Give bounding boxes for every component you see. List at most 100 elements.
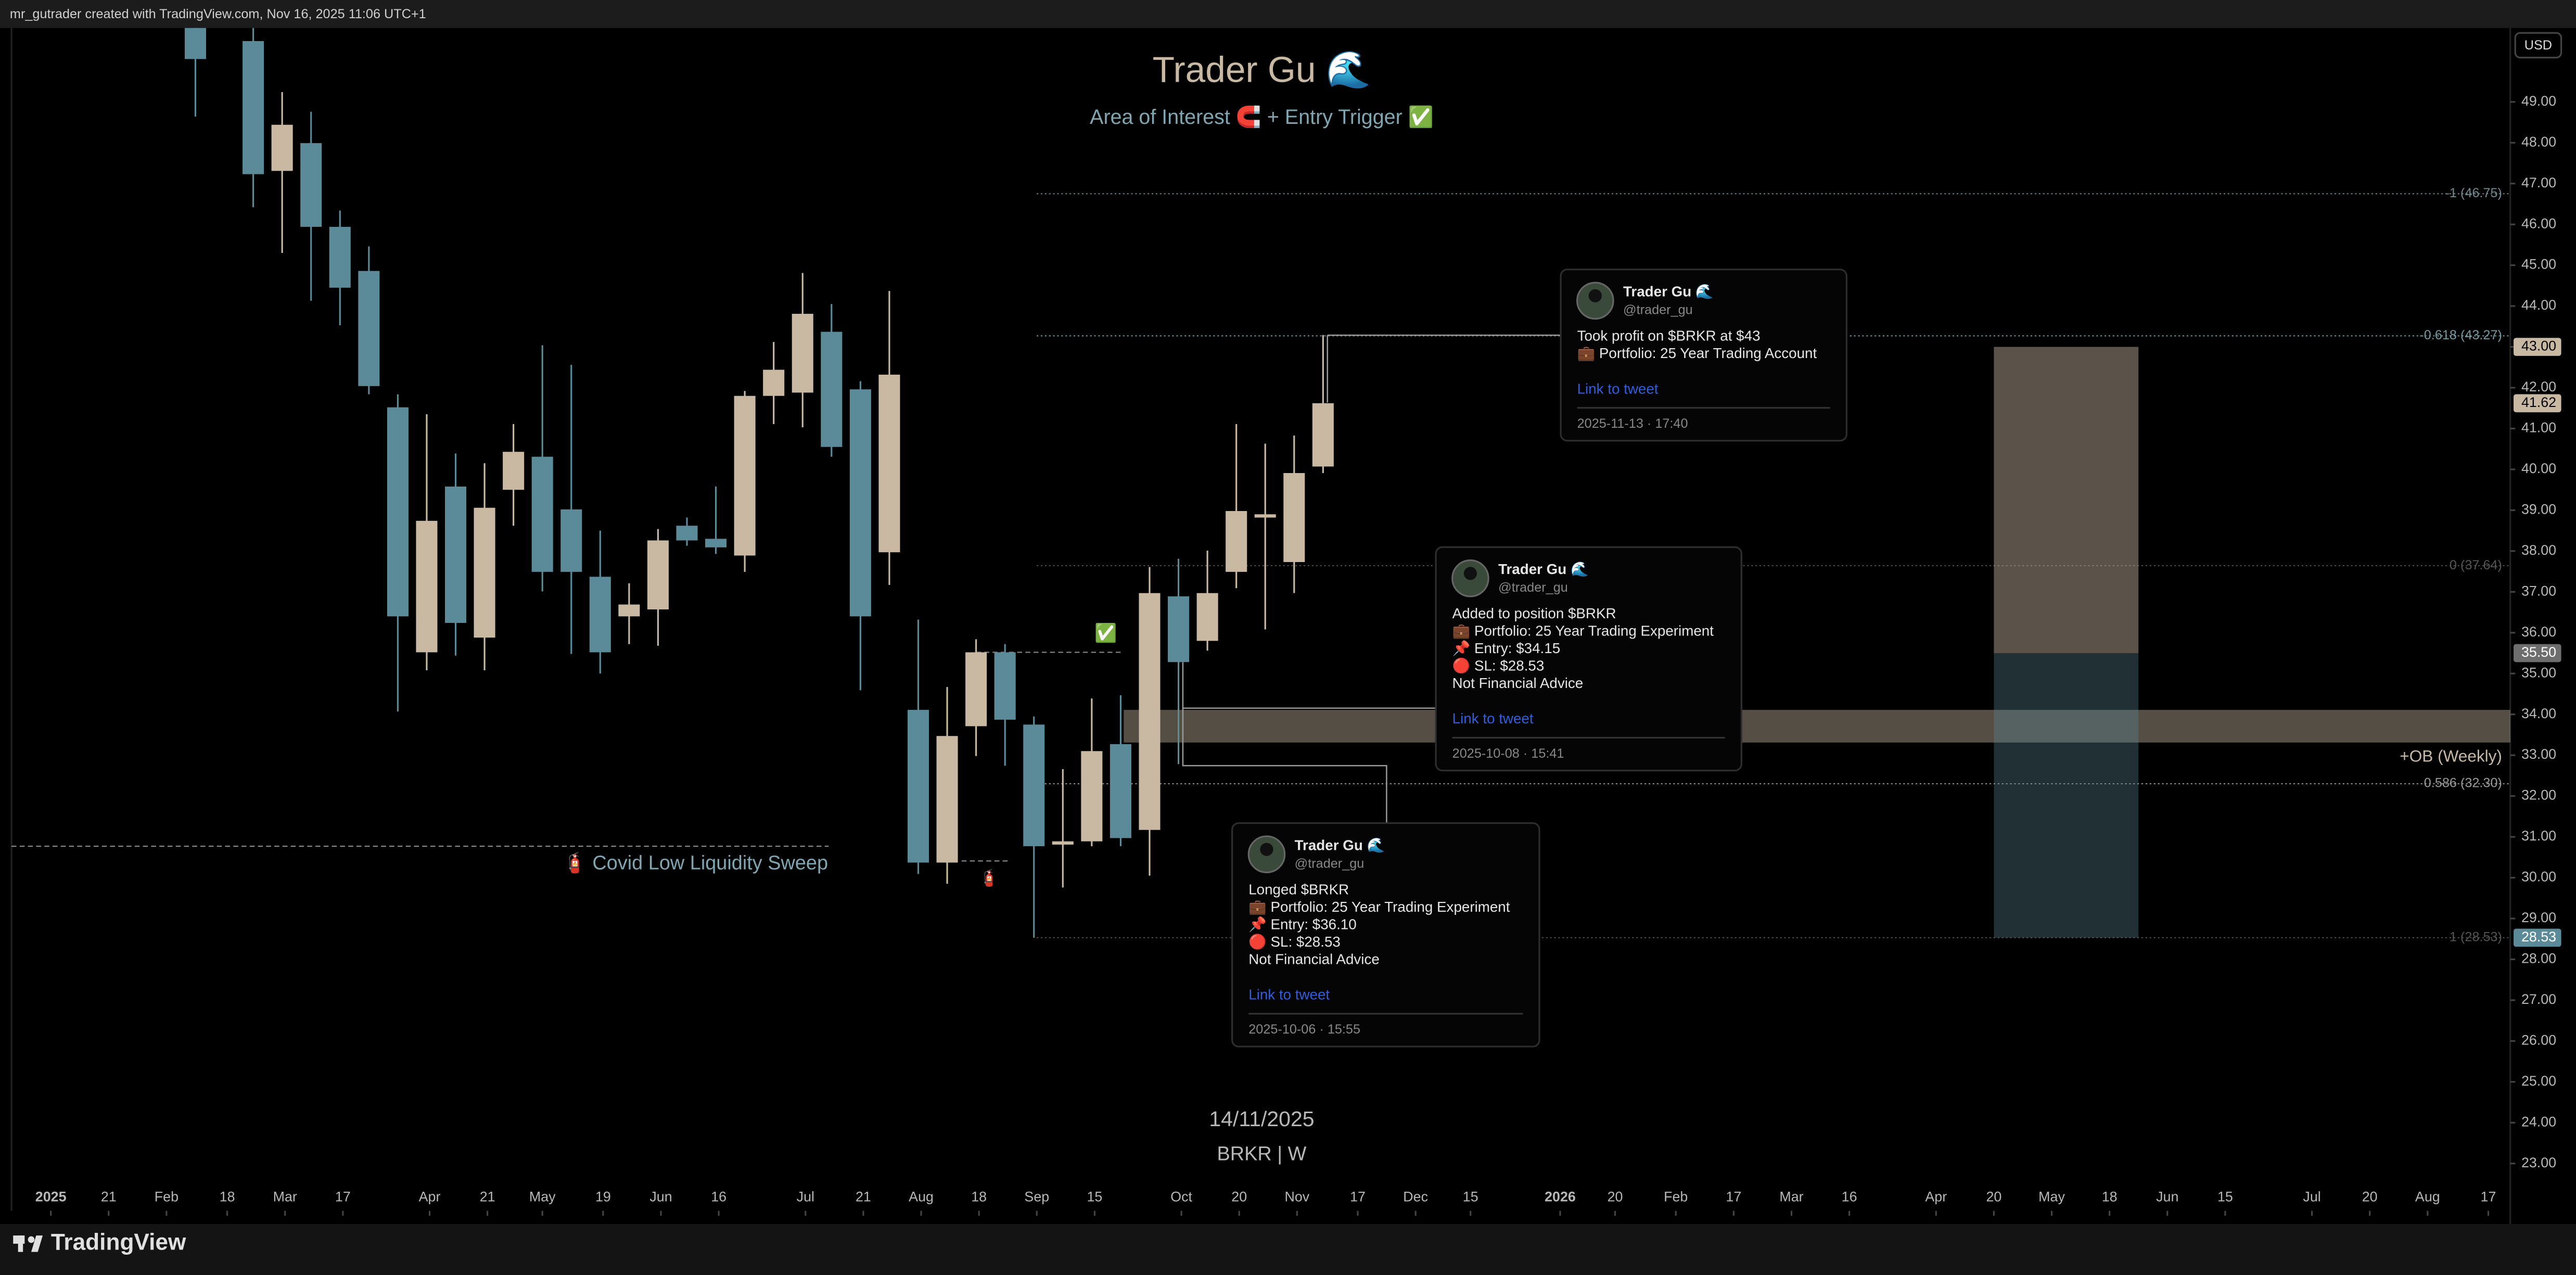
y-tick-label: 32.00 <box>2521 787 2556 803</box>
connector <box>1182 662 1387 823</box>
candle-body <box>734 396 756 556</box>
x-tick-label: May <box>529 1189 556 1205</box>
y-tick-label: 34.00 <box>2521 706 2556 721</box>
currency-box <box>2514 32 2562 59</box>
x-tick-label: Jul <box>797 1189 814 1205</box>
tweet-card <box>1231 822 1540 1048</box>
candle-body <box>676 526 698 541</box>
y-tick-label: 39.00 <box>2521 501 2556 517</box>
x-tick-label: 17 <box>2481 1189 2496 1205</box>
annotation-check: ✅ <box>1094 622 1117 643</box>
price-label: 35.50 <box>2521 644 2556 660</box>
candle-body <box>1081 751 1103 842</box>
y-tick-label: 44.00 <box>2521 297 2556 313</box>
x-tick-label: 21 <box>480 1189 495 1205</box>
y-tick-label: 25.00 <box>2521 1073 2556 1089</box>
fib-label: -1 (46.75) <box>2445 186 2502 200</box>
x-tick-label: 18 <box>971 1189 987 1205</box>
candle-body <box>907 710 929 863</box>
candle-body <box>1110 744 1131 838</box>
x-tick-label: 18 <box>220 1189 235 1205</box>
x-tick-label: Feb <box>155 1189 178 1205</box>
y-tick-label: 29.00 <box>2521 910 2556 925</box>
tweet-line: 💼 Portfolio: 25 Year Trading Experiment <box>1452 623 1714 640</box>
x-tick-label: 21 <box>101 1189 117 1205</box>
candle-body <box>618 604 640 617</box>
y-tick-label: 48.00 <box>2521 134 2556 149</box>
ob-label: +OB (Weekly) <box>2400 747 2502 766</box>
x-tick-label: 16 <box>1842 1189 1857 1205</box>
tweet-time: 2025-10-06 · 15:55 <box>1248 1022 1360 1037</box>
annotation-marker: 🧯 <box>979 868 999 887</box>
y-tick-label: 49.00 <box>2521 93 2556 109</box>
front-layer: 🧯 Covid Low Liquidity Sweep 🧯 ✅ <box>563 334 1561 887</box>
x-tick-label: 15 <box>1463 1189 1478 1205</box>
candle-body <box>184 28 206 59</box>
position-stop <box>1994 653 2139 938</box>
x-tick-label: Apr <box>1925 1189 1947 1205</box>
avatar-head <box>1588 289 1602 302</box>
y-tick-label: 28.00 <box>2521 951 2556 966</box>
watermark-date: 14/11/2025 <box>1209 1107 1314 1131</box>
candle-body <box>589 577 611 653</box>
tweet-name: Trader Gu 🌊 <box>1623 283 1713 299</box>
fib-label: -0.618 (43.27) <box>2419 328 2502 342</box>
x-tick-label: Sep <box>1024 1189 1049 1205</box>
candle-body <box>965 652 987 726</box>
candle-body <box>1226 511 1247 572</box>
candle-body <box>531 456 553 572</box>
x-tick-label: 15 <box>1087 1189 1103 1205</box>
position-target <box>1994 347 2139 654</box>
candle-body <box>416 520 438 653</box>
y-tick-label: 35.00 <box>2521 665 2556 680</box>
tweet-link[interactable]: Link to tweet <box>1452 710 1534 726</box>
y-tick-label: 24.00 <box>2521 1114 2556 1129</box>
tweet-line: Added to position $BRKR <box>1452 605 1616 621</box>
tweet-handle: @trader_gu <box>1295 856 1364 871</box>
price-label: 41.62 <box>2521 394 2556 410</box>
candle-body <box>503 452 525 490</box>
tweet-line: Not Financial Advice <box>1452 675 1584 691</box>
price-label-bg <box>2514 338 2561 356</box>
x-tick-label: Dec <box>1403 1189 1428 1205</box>
tweet-link[interactable]: Link to tweet <box>1577 380 1659 397</box>
x-tick-label: 20 <box>2362 1189 2378 1205</box>
tweet-line: Took profit on $BRKR at $43 <box>1577 328 1761 344</box>
candle-body <box>474 507 495 638</box>
axes: 23.00 24.00 25.00 26.00 27.00 28.00 29.00 30.00… <box>35 93 2561 1216</box>
avatar-head <box>1260 843 1273 856</box>
x-tick-label: 20 <box>1608 1189 1623 1205</box>
x-tick-label: May <box>2038 1189 2065 1205</box>
x-tick-label: 2026 <box>1545 1189 1576 1205</box>
footer-brand: TradingView <box>51 1230 186 1255</box>
tweet-handle: @trader_gu <box>1498 580 1568 595</box>
x-tick-label: Nov <box>1285 1189 1310 1205</box>
watermark-symbol: BRKR | W <box>1217 1143 1307 1165</box>
tweet-line: Longed $BRKR <box>1248 882 1349 898</box>
candle-body <box>1196 593 1218 641</box>
x-tick-label: Jun <box>2156 1189 2178 1205</box>
price-label-bg <box>2514 644 2561 662</box>
tweet-line: 💼 Portfolio: 25 Year Trading Experiment <box>1248 899 1510 915</box>
tweet-link[interactable]: Link to tweet <box>1248 987 1330 1003</box>
y-tick-label: 45.00 <box>2521 257 2556 272</box>
x-tick-label: 17 <box>335 1189 351 1205</box>
tv-logo <box>13 1235 43 1252</box>
x-tick-label: 16 <box>711 1189 726 1205</box>
candle-body <box>1052 841 1074 845</box>
tweet-handle: @trader_gu <box>1623 302 1693 317</box>
currency: USD <box>2524 38 2552 53</box>
y-tick-label: 37.00 <box>2521 583 2556 598</box>
tweet-time: 2025-10-08 · 15:41 <box>1452 746 1564 761</box>
candle-body <box>792 314 813 393</box>
y-tick-label: 42.00 <box>2521 379 2556 394</box>
candle-body <box>1139 593 1161 830</box>
header-text: mr_gutrader created with TradingView.com… <box>10 7 426 21</box>
y-tick-label: 36.00 <box>2521 624 2556 640</box>
ob-zone <box>1124 710 2510 743</box>
y-tick-label: 27.00 <box>2521 991 2556 1007</box>
chart-subtitle: Area of Interest 🧲 + Entry Trigger ✅ <box>1090 105 1434 129</box>
x-tick-label: Feb <box>1664 1189 1688 1205</box>
candle-body <box>763 369 785 396</box>
